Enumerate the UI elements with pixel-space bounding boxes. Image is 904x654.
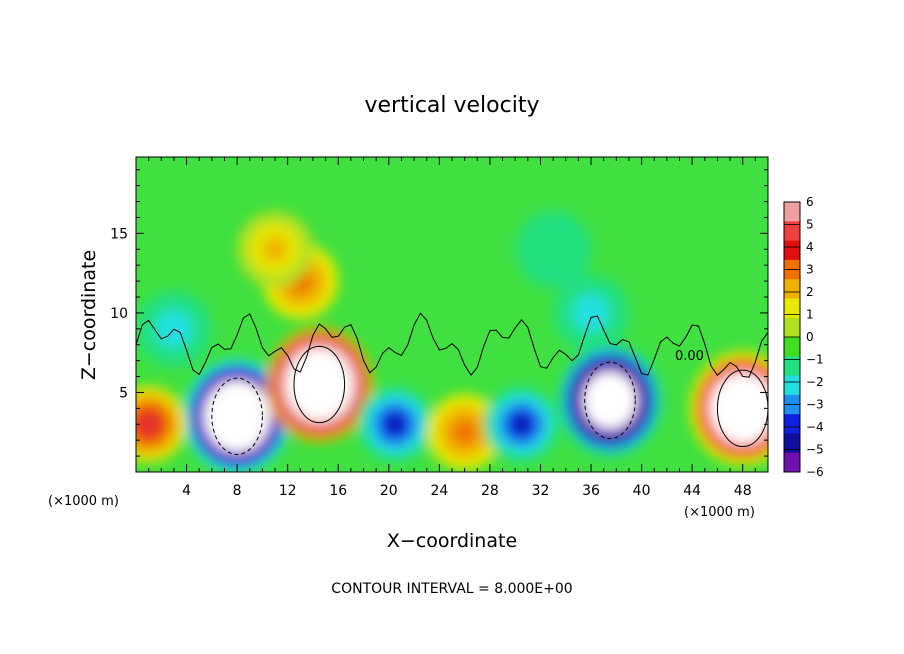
colorbar-segment <box>784 202 800 222</box>
contour-line <box>211 377 263 455</box>
colorbar-segment <box>784 414 800 434</box>
colorbar-segment <box>784 452 800 473</box>
field-feature <box>426 394 503 471</box>
field-feature <box>689 351 768 466</box>
velocity-field <box>136 211 768 472</box>
colorbar-tick-label: −6 <box>806 465 824 479</box>
x-tick-label: 12 <box>279 483 297 499</box>
x-tick-label: 48 <box>734 483 752 499</box>
contour-zero-label: 0.00 <box>675 349 704 364</box>
field-feature <box>553 274 629 352</box>
colorbar-tick-label: 2 <box>806 285 814 299</box>
field-feature <box>515 211 592 288</box>
colorbar-tick-label: 4 <box>806 240 814 254</box>
colorbar-segment <box>784 240 800 261</box>
contour-interval-note: CONTOUR INTERVAL = 8.000E+00 <box>331 581 572 597</box>
field-level <box>452 419 478 445</box>
contour-line <box>584 361 636 440</box>
colorbar-tick-label: 6 <box>806 195 814 209</box>
x-tick-label: 20 <box>380 483 398 499</box>
x-tick-label: 16 <box>329 483 347 499</box>
field-feature <box>556 343 664 458</box>
contour-lines <box>136 312 768 455</box>
field-feature <box>184 359 291 472</box>
x-tick-label: 40 <box>633 483 651 499</box>
contour-line-zero <box>136 312 768 378</box>
field-feature <box>266 327 373 442</box>
colorbar-tick-label: −1 <box>806 353 824 367</box>
field-level <box>513 416 530 432</box>
field-level <box>262 236 288 262</box>
field-level <box>572 293 610 332</box>
field-level <box>387 416 403 432</box>
field-level <box>312 377 326 392</box>
field-level <box>141 416 157 432</box>
field-level <box>603 393 617 408</box>
x-tick-label: 36 <box>582 483 600 499</box>
colorbar-segment <box>784 221 800 242</box>
colorbar: 6 5 4 3 2 1 0 −1 −2 −3 −4 −5 −6 <box>783 195 824 479</box>
x-axis: 4 8 12 16 20 24 28 32 36 40 44 48 <box>148 157 756 499</box>
y-tick-label: 5 <box>119 385 128 401</box>
colorbar-tick-label: 5 <box>806 218 814 232</box>
x-tick-label: 24 <box>430 483 448 499</box>
x-tick-label: 4 <box>182 483 191 499</box>
colorbar-tick-label: 3 <box>806 263 814 277</box>
colorbar-segment <box>784 317 800 338</box>
plot-area <box>136 157 768 472</box>
x-tick-label: 32 <box>532 483 550 499</box>
contour-line <box>293 345 346 424</box>
colorbar-tick-label: −5 <box>806 443 824 457</box>
x-tick-label: 28 <box>481 483 499 499</box>
colorbar-tick-label: −4 <box>806 420 824 434</box>
colorbar-tick-label: −2 <box>806 375 824 389</box>
y-axis-label: Z−coordinate <box>78 250 100 380</box>
x-tick-label: 8 <box>233 483 242 499</box>
colorbar-segment <box>784 279 800 299</box>
field-feature <box>357 386 434 463</box>
field-feature <box>136 386 187 463</box>
y-tick-label: 10 <box>110 306 128 322</box>
x-axis-label: X−coordinate <box>387 530 517 552</box>
field-feature <box>237 211 313 288</box>
colorbar-segment <box>784 356 800 377</box>
x-unit-left: (×1000 m) <box>48 494 119 509</box>
y-tick-label: 15 <box>110 226 128 242</box>
field-level <box>515 211 592 288</box>
x-tick-label: 44 <box>683 483 701 499</box>
colorbar-segment <box>784 433 800 454</box>
field-level <box>736 401 750 416</box>
chart-title: vertical velocity <box>364 93 539 118</box>
colorbar-tick-label: −3 <box>806 398 824 412</box>
field-level <box>230 409 244 424</box>
colorbar-tick-label: 0 <box>806 330 814 344</box>
y-axis: 5 10 15 <box>110 169 768 457</box>
colorbar-segment <box>784 298 800 319</box>
colorbar-tick-label: 1 <box>806 308 814 322</box>
colorbar-segment <box>784 337 800 357</box>
x-unit-right: (×1000 m) <box>684 505 755 520</box>
colorbar-segment <box>784 375 800 396</box>
field-feature <box>483 386 560 463</box>
